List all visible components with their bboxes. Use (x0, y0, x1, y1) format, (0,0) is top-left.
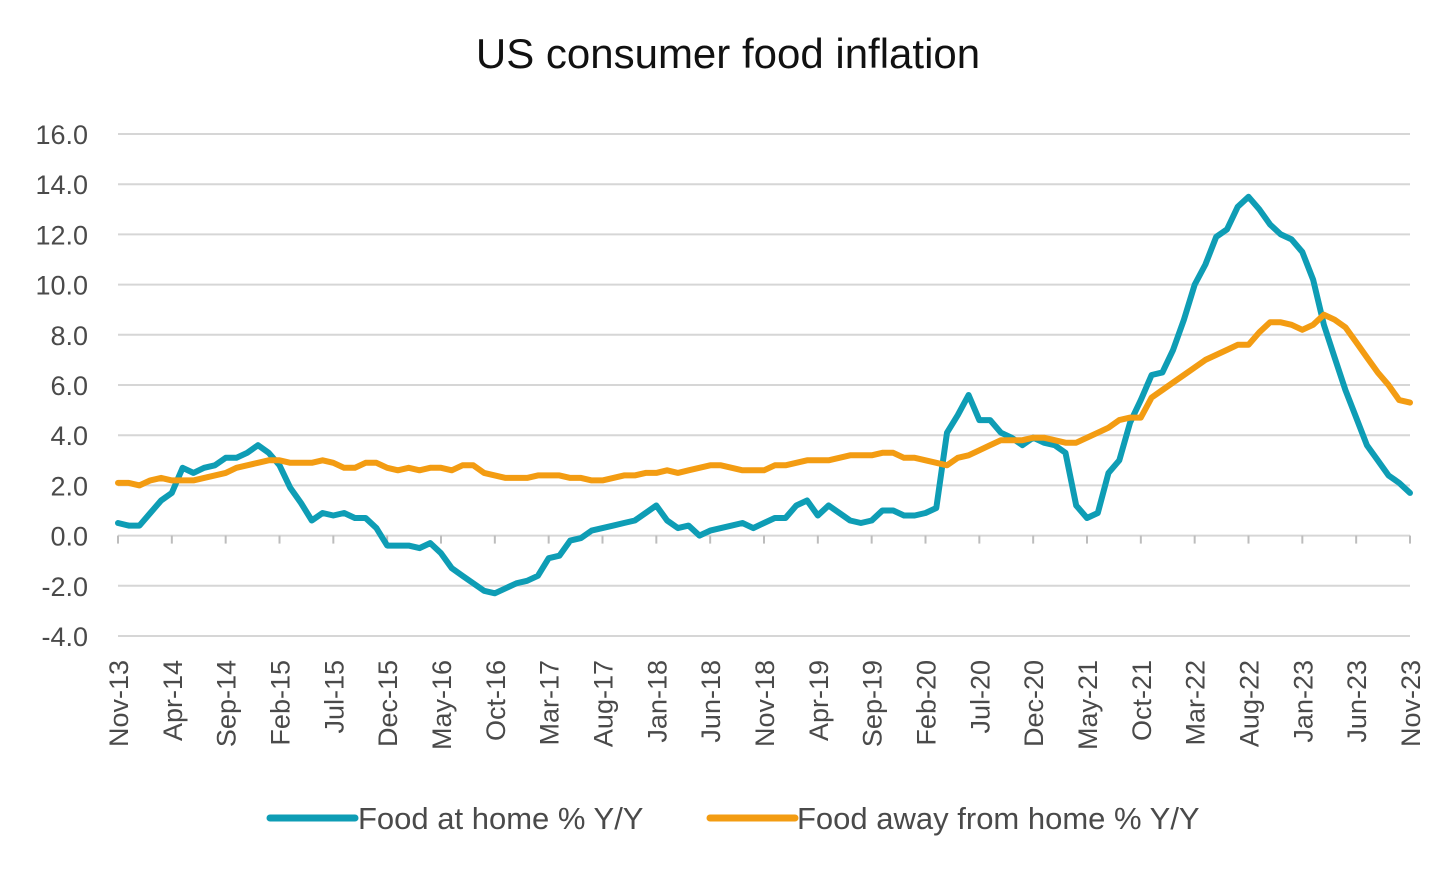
x-tick-label: Mar-17 (535, 660, 565, 746)
x-tick-label: Dec-15 (373, 660, 403, 747)
x-tick-label: Jan-23 (1288, 660, 1318, 743)
x-tick-label: Apr-14 (158, 660, 188, 741)
series-lines (115, 193, 1413, 597)
y-tick-label: -2.0 (41, 572, 88, 602)
y-axis-tick-labels: -4.0 -2.0 0.0 2.0 4.0 6.0 8.0 10.0 12.0 14.0 16.0 (35, 120, 88, 652)
legend-label: Food away from home % Y/Y (797, 801, 1200, 836)
y-tick-label: 14.0 (35, 170, 88, 200)
y-tick-label: 4.0 (50, 421, 88, 451)
y-tick-label: -4.0 (41, 622, 88, 652)
x-tick-label: Mar-22 (1181, 660, 1211, 746)
y-tick-label: 16.0 (35, 120, 88, 150)
x-tick-label: Nov-23 (1396, 660, 1426, 747)
x-tick-label: Aug-17 (589, 660, 619, 747)
legend-label: Food at home % Y/Y (358, 801, 643, 836)
y-tick-label: 10.0 (35, 271, 88, 301)
x-tick-label: Jun-18 (696, 660, 726, 743)
y-tick-label: 12.0 (35, 220, 88, 250)
x-tick-label: Jul-15 (319, 660, 349, 734)
x-tick-label: Oct-21 (1127, 660, 1157, 741)
x-tick-label: Feb-15 (266, 660, 296, 746)
x-tick-label: Aug-22 (1235, 660, 1265, 747)
x-tick-label: Jun-23 (1342, 660, 1372, 743)
x-tick-label: Oct-16 (481, 660, 511, 741)
series-line-food-at-home (115, 193, 1413, 597)
x-tick-label: Nov-13 (104, 660, 134, 747)
x-tick-label: May-16 (427, 660, 457, 750)
x-tick-label: Sep-19 (858, 660, 888, 747)
x-tick-label: May-21 (1073, 660, 1103, 750)
x-tick-label: Dec-20 (1019, 660, 1049, 747)
x-tick-label: Apr-19 (804, 660, 834, 741)
y-tick-label: 8.0 (50, 321, 88, 351)
x-tick-label: Feb-20 (912, 660, 942, 746)
x-axis (117, 534, 1411, 544)
x-tick-label: Sep-14 (212, 660, 242, 747)
y-tick-label: 6.0 (50, 371, 88, 401)
x-axis-tick-labels: Nov-13 Apr-14 Sep-14 Feb-15 Jul-15 Dec-15 May-… (104, 660, 1426, 750)
x-tick-label: Jan-18 (642, 660, 672, 743)
x-tick-label: Nov-18 (750, 660, 780, 747)
gridlines (118, 133, 1410, 637)
series-line-food-away-from-home (115, 311, 1413, 489)
y-tick-label: 2.0 (50, 471, 88, 501)
chart-title: US consumer food inflation (475, 30, 981, 77)
legend: Food at home % Y/Y Food away from home % … (266, 801, 1200, 836)
y-tick-label: 0.0 (50, 522, 88, 552)
x-tick-label: Jul-20 (965, 660, 995, 734)
